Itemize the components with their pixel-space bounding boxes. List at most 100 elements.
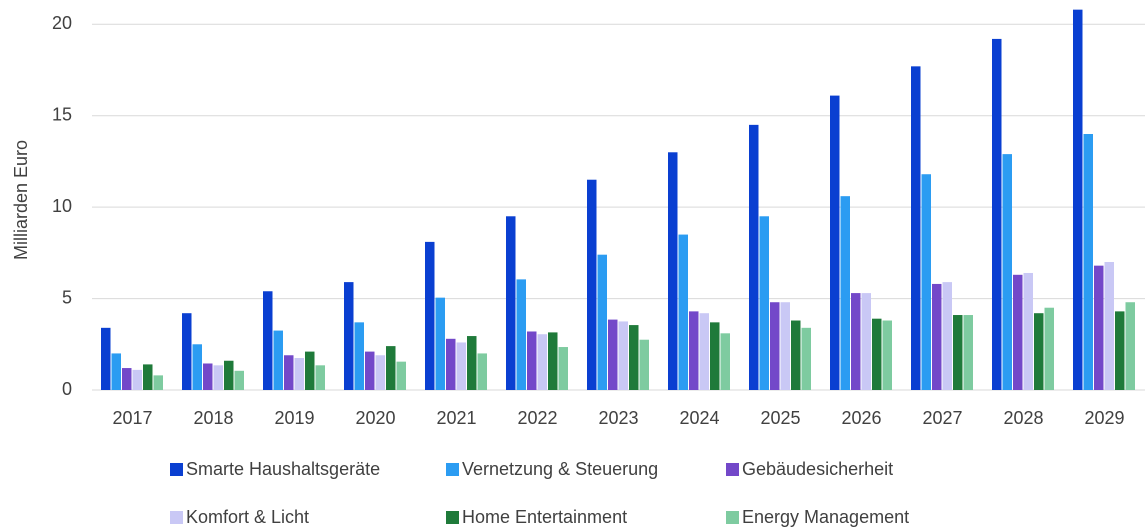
bar bbox=[992, 38, 1002, 391]
bar bbox=[558, 347, 568, 390]
bar bbox=[1044, 307, 1054, 390]
bar bbox=[639, 339, 649, 390]
bar bbox=[872, 318, 882, 390]
bar bbox=[111, 353, 121, 390]
bar bbox=[689, 311, 699, 390]
bar bbox=[224, 360, 234, 390]
bar bbox=[932, 283, 942, 390]
y-tick-label: 15 bbox=[52, 104, 72, 124]
bar bbox=[467, 336, 477, 390]
legend-swatch bbox=[170, 463, 183, 476]
bar bbox=[213, 365, 223, 390]
bar bbox=[1073, 9, 1083, 391]
legend-swatch bbox=[446, 463, 459, 476]
legend-label: Komfort & Licht bbox=[186, 507, 309, 527]
bar bbox=[192, 344, 202, 390]
bar bbox=[720, 333, 730, 390]
bar bbox=[263, 291, 273, 390]
y-tick-label: 5 bbox=[62, 287, 72, 307]
bar bbox=[678, 234, 688, 390]
x-tick-label: 2024 bbox=[679, 408, 719, 428]
x-tick-label: 2019 bbox=[274, 408, 314, 428]
bar bbox=[435, 297, 445, 390]
bar bbox=[710, 322, 720, 390]
x-tick-label: 2028 bbox=[1003, 408, 1043, 428]
bar bbox=[911, 66, 921, 390]
bar bbox=[770, 302, 780, 390]
bar bbox=[548, 332, 558, 390]
bar bbox=[344, 282, 354, 390]
bar bbox=[234, 370, 244, 390]
bar bbox=[953, 315, 963, 390]
bar bbox=[791, 320, 801, 390]
bar bbox=[122, 368, 132, 390]
bar bbox=[668, 152, 678, 390]
bar bbox=[780, 302, 790, 390]
bar bbox=[1115, 311, 1125, 390]
y-tick-label: 20 bbox=[52, 13, 72, 33]
bar bbox=[1013, 274, 1023, 390]
bar bbox=[608, 319, 618, 390]
legend-swatch bbox=[446, 511, 459, 524]
bar bbox=[759, 216, 769, 390]
bar bbox=[537, 334, 547, 390]
legend-swatch bbox=[726, 463, 739, 476]
bar bbox=[597, 254, 607, 390]
bar bbox=[699, 313, 709, 390]
x-tick-label: 2018 bbox=[193, 408, 233, 428]
bar bbox=[477, 353, 487, 390]
bar bbox=[1083, 134, 1093, 390]
x-tick-label: 2029 bbox=[1084, 408, 1124, 428]
bar bbox=[315, 365, 325, 390]
bar bbox=[456, 342, 466, 390]
bar bbox=[101, 327, 111, 390]
bar bbox=[143, 364, 153, 390]
y-tick-label: 10 bbox=[52, 196, 72, 216]
legend-label: Gebäudesicherheit bbox=[742, 459, 893, 479]
bar bbox=[506, 216, 516, 390]
bar bbox=[1104, 262, 1114, 390]
bar bbox=[365, 351, 375, 390]
bar bbox=[629, 325, 639, 390]
bar bbox=[396, 361, 406, 390]
legend-label: Home Entertainment bbox=[462, 507, 627, 527]
bar bbox=[801, 327, 811, 390]
x-tick-label: 2023 bbox=[598, 408, 638, 428]
bar bbox=[527, 331, 537, 390]
x-tick-label: 2026 bbox=[841, 408, 881, 428]
bar bbox=[963, 315, 973, 390]
bar bbox=[1034, 313, 1044, 390]
x-tick-label: 2020 bbox=[355, 408, 395, 428]
bar bbox=[618, 321, 628, 390]
bar bbox=[861, 293, 871, 390]
x-tick-label: 2022 bbox=[517, 408, 557, 428]
x-tick-label: 2017 bbox=[112, 408, 152, 428]
bar bbox=[851, 293, 861, 390]
bar bbox=[305, 351, 315, 390]
bar bbox=[386, 346, 396, 390]
bar bbox=[882, 320, 892, 390]
bar bbox=[153, 375, 163, 390]
legend-label: Energy Management bbox=[742, 507, 909, 527]
bar bbox=[516, 279, 526, 390]
x-tick-label: 2025 bbox=[760, 408, 800, 428]
bar bbox=[921, 174, 931, 390]
legend-swatch bbox=[726, 511, 739, 524]
legend-swatch bbox=[170, 511, 183, 524]
x-tick-label: 2027 bbox=[922, 408, 962, 428]
bar bbox=[942, 282, 952, 390]
bar bbox=[840, 196, 850, 390]
bar bbox=[1002, 154, 1012, 390]
x-tick-label: 2021 bbox=[436, 408, 476, 428]
bar bbox=[294, 358, 304, 390]
legend-label: Vernetzung & Steuerung bbox=[462, 459, 658, 479]
bar bbox=[830, 95, 840, 390]
bar bbox=[182, 313, 192, 390]
bar bbox=[1125, 302, 1135, 390]
bar bbox=[273, 330, 283, 390]
bar bbox=[587, 179, 597, 390]
y-axis-label: Milliarden Euro bbox=[11, 140, 31, 260]
bar bbox=[446, 338, 456, 390]
bar bbox=[132, 369, 142, 390]
